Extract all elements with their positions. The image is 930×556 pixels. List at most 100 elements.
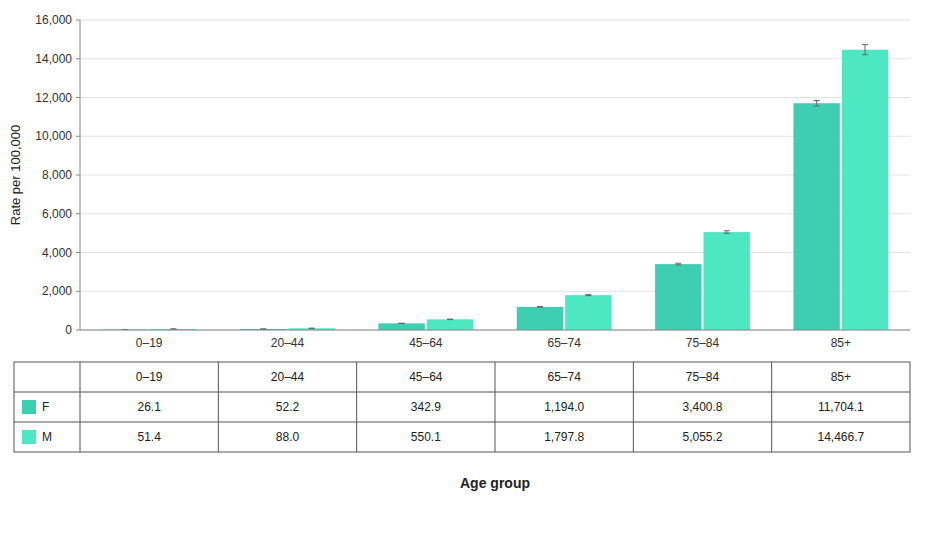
table-cell: 26.1 bbox=[137, 400, 161, 414]
y-tick-label: 2,000 bbox=[42, 284, 72, 298]
error-cap bbox=[675, 263, 681, 264]
table-border bbox=[14, 362, 910, 452]
error-cap bbox=[447, 319, 453, 320]
grid-line bbox=[80, 136, 910, 137]
table-cell: 3,400.8 bbox=[682, 400, 722, 414]
grid-line bbox=[80, 20, 910, 21]
table-cell: 5,055.2 bbox=[682, 430, 722, 444]
error-cap bbox=[537, 307, 543, 308]
error-cap bbox=[170, 329, 176, 330]
error-line bbox=[816, 101, 817, 106]
x-tick-label: 75–84 bbox=[686, 336, 720, 350]
y-tick-label: 16,000 bbox=[35, 13, 72, 27]
table-cell: 51.4 bbox=[137, 430, 161, 444]
table-cell: 550.1 bbox=[411, 430, 441, 444]
table-row-line bbox=[14, 422, 910, 423]
table-col-line bbox=[495, 362, 496, 452]
bar bbox=[793, 103, 839, 330]
error-cap bbox=[309, 328, 315, 329]
error-cap bbox=[537, 306, 543, 307]
y-tick-label: 10,000 bbox=[35, 129, 72, 143]
y-tick-label: 14,000 bbox=[35, 52, 72, 66]
x-tick-label: 20–44 bbox=[271, 336, 305, 350]
error-bar bbox=[447, 319, 453, 321]
error-line bbox=[865, 45, 866, 55]
x-tick-label: 0–19 bbox=[136, 336, 163, 350]
y-tick bbox=[76, 213, 80, 214]
y-tick bbox=[76, 136, 80, 137]
y-axis: 02,0004,0006,0008,00010,00012,00014,0001… bbox=[35, 13, 80, 337]
error-cap bbox=[399, 323, 405, 324]
bar bbox=[842, 50, 888, 330]
table-cell: 1,194.0 bbox=[544, 400, 584, 414]
y-tick-label: 6,000 bbox=[42, 207, 72, 221]
table-cell: 14,466.7 bbox=[817, 430, 864, 444]
error-cap bbox=[724, 230, 730, 231]
series bbox=[150, 45, 888, 330]
x-tick-label: 85+ bbox=[831, 336, 851, 350]
grid-line bbox=[80, 252, 910, 253]
y-tick-label: 8,000 bbox=[42, 168, 72, 182]
error-bar bbox=[170, 328, 176, 329]
error-cap bbox=[585, 294, 591, 295]
table-col-line bbox=[218, 362, 219, 452]
error-cap bbox=[309, 328, 315, 329]
error-cap bbox=[862, 44, 868, 45]
error-bar bbox=[260, 328, 266, 329]
x-tick-label: 65–74 bbox=[547, 336, 581, 350]
table-col-line bbox=[356, 362, 357, 452]
grid bbox=[80, 20, 910, 330]
table-header: 0–19 bbox=[136, 370, 163, 384]
bars bbox=[102, 45, 889, 330]
chart: 02,0004,0006,0008,00010,00012,00014,0001… bbox=[0, 0, 930, 556]
table-cell: 88.0 bbox=[276, 430, 300, 444]
y-tick bbox=[76, 252, 80, 253]
grid-line bbox=[80, 58, 910, 59]
table-header: 85+ bbox=[831, 370, 851, 384]
table-header: 45–64 bbox=[409, 370, 443, 384]
bar bbox=[517, 307, 563, 330]
error-bar bbox=[585, 294, 591, 296]
error-cap bbox=[862, 54, 868, 55]
error-cap bbox=[447, 319, 453, 320]
table-header: 65–74 bbox=[547, 370, 581, 384]
error-cap bbox=[814, 105, 820, 106]
table-col-line bbox=[771, 362, 772, 452]
table-col-line bbox=[633, 362, 634, 452]
grid-line bbox=[80, 97, 910, 98]
error-cap bbox=[399, 323, 405, 324]
grid-line bbox=[80, 213, 910, 214]
grid-line bbox=[80, 175, 910, 176]
legend-label: F bbox=[42, 400, 49, 414]
table-header: 75–84 bbox=[686, 370, 720, 384]
error-cap bbox=[814, 100, 820, 101]
error-bar bbox=[814, 101, 820, 106]
series bbox=[102, 101, 840, 330]
error-cap bbox=[260, 328, 266, 329]
grid-line bbox=[80, 291, 910, 292]
error-bar bbox=[675, 263, 681, 265]
y-tick bbox=[76, 291, 80, 292]
y-axis-line bbox=[80, 20, 81, 330]
y-tick bbox=[76, 175, 80, 176]
error-bar bbox=[724, 231, 730, 234]
table: 0–1920–4445–6465–7475–8485+F26.152.2342.… bbox=[14, 362, 910, 452]
table-col-line bbox=[80, 362, 81, 452]
error-cap bbox=[170, 328, 176, 329]
table-cell: 1,797.8 bbox=[544, 430, 584, 444]
error-bar bbox=[399, 323, 405, 324]
error-cap bbox=[724, 233, 730, 234]
bar bbox=[378, 323, 424, 330]
y-tick bbox=[76, 58, 80, 59]
y-tick bbox=[76, 330, 80, 331]
bar bbox=[565, 295, 611, 330]
table-cell: 11,704.1 bbox=[818, 400, 864, 414]
legend-swatch bbox=[22, 400, 36, 414]
y-tick-label: 0 bbox=[65, 323, 72, 337]
error-bar bbox=[862, 45, 868, 55]
error-bar bbox=[537, 306, 543, 308]
y-tick-label: 12,000 bbox=[35, 91, 72, 105]
x-tick-label: 45–64 bbox=[409, 336, 443, 350]
table-header: 20–44 bbox=[271, 370, 305, 384]
error-cap bbox=[675, 264, 681, 265]
